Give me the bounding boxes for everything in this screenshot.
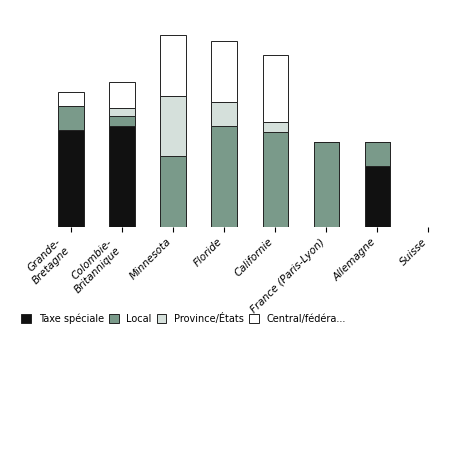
Bar <box>161 96 186 156</box>
Bar <box>58 106 84 130</box>
Legend: Taxe spéciale, Local, Province/États, Central/fédéra...: Taxe spéciale, Local, Province/États, Ce… <box>21 313 346 324</box>
Bar <box>314 142 339 227</box>
Bar <box>161 156 186 227</box>
Bar <box>263 122 288 132</box>
Bar <box>109 108 135 116</box>
Bar <box>211 41 237 102</box>
Bar <box>58 130 84 227</box>
Bar <box>365 142 390 166</box>
Bar <box>58 92 84 106</box>
Bar <box>109 116 135 126</box>
Bar <box>211 126 237 227</box>
Bar <box>365 166 390 227</box>
Bar <box>161 35 186 96</box>
Bar <box>109 82 135 108</box>
Bar <box>211 102 237 126</box>
Bar <box>263 132 288 227</box>
Bar <box>263 55 288 122</box>
Bar <box>109 126 135 227</box>
